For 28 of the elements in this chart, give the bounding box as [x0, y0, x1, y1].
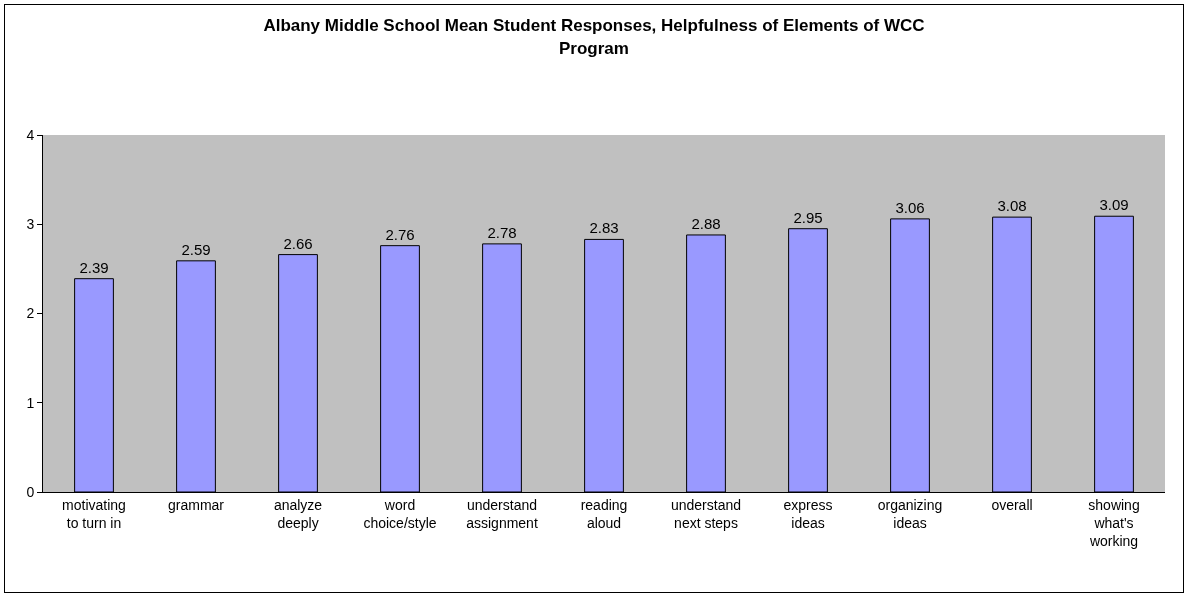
- x-tick-label: overall: [991, 496, 1033, 513]
- x-tick-label: word choice/style: [363, 496, 437, 531]
- data-label: 2.39: [79, 258, 109, 276]
- x-tick-label: analyze deeply: [273, 496, 323, 531]
- x-tick-label: motivating to turn in: [62, 496, 126, 531]
- y-tick-label: 0: [26, 483, 35, 500]
- data-label: 2.88: [691, 214, 721, 232]
- data-label: 3.06: [895, 198, 925, 216]
- data-label: 2.95: [793, 208, 823, 226]
- data-label: 2.59: [181, 240, 211, 258]
- x-tick-label: reading aloud: [580, 496, 628, 531]
- y-tick-label: 1: [26, 394, 35, 411]
- x-tick-label: showing what's working: [1088, 496, 1140, 550]
- data-label: 3.08: [997, 197, 1027, 215]
- x-tick-label: grammar: [167, 496, 225, 513]
- chart-title: Albany Middle School Mean Student Responses, Helpfulness of Elements of WCC Program: [263, 16, 925, 58]
- x-tick-label: understand assignment: [466, 496, 538, 531]
- y-tick-label: 4: [26, 126, 35, 143]
- y-tick-label: 3: [26, 216, 35, 233]
- data-label: 2.76: [385, 225, 415, 243]
- y-tick-label: 2: [26, 305, 35, 322]
- data-label: 2.83: [589, 219, 619, 237]
- x-tick-label: understand next steps: [670, 496, 742, 531]
- data-label: 2.78: [487, 223, 517, 241]
- data-label: 2.66: [283, 234, 313, 252]
- x-tick-label: express ideas: [783, 496, 833, 531]
- x-tick-label: organizing ideas: [877, 496, 943, 531]
- data-label: 3.09: [1099, 196, 1129, 214]
